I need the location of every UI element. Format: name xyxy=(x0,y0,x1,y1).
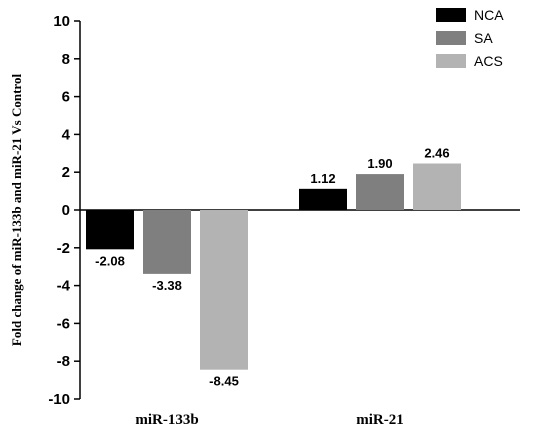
bar-acs-mir-133b xyxy=(200,210,248,370)
data-label-nca-mir-21: 1.12 xyxy=(310,171,335,186)
legend-swatch-sa xyxy=(436,31,466,45)
y-tick-label: 2 xyxy=(62,164,70,181)
bar-sa-mir-21 xyxy=(356,174,404,210)
legend[interactable]: NCA SA ACS xyxy=(436,7,504,69)
y-tick-label: 6 xyxy=(62,89,70,106)
legend-label-acs: ACS xyxy=(474,53,503,69)
y-tick-label: 10 xyxy=(53,13,70,30)
y-tick-label: 0 xyxy=(62,202,70,219)
legend-label-nca: NCA xyxy=(474,7,504,23)
category-label: miR-21 xyxy=(356,412,404,428)
y-tick-label: -10 xyxy=(48,391,70,408)
bar-sa-mir-133b xyxy=(143,210,191,274)
axes: -10 -8 -6 -4 -2 0 2 4 6 8 10 miR-133b miR-21 xyxy=(48,13,520,428)
data-labels: -2.08 1.12 -3.38 1.90 -8.45 2.46 xyxy=(95,146,449,389)
data-label-acs-mir-21: 2.46 xyxy=(424,146,449,161)
y-tick-label: 8 xyxy=(62,51,70,68)
category-label: miR-133b xyxy=(135,412,198,428)
bar-nca-mir-21 xyxy=(299,188,347,210)
legend-swatch-nca xyxy=(436,8,466,22)
bars xyxy=(86,163,461,370)
bar-nca-mir-133b xyxy=(86,210,134,250)
y-tick-label: -4 xyxy=(57,278,71,295)
data-label-acs-mir-133b: -8.45 xyxy=(209,374,239,389)
data-label-sa-mir-133b: -3.38 xyxy=(152,278,182,293)
y-tick-label: 4 xyxy=(62,126,71,143)
bar-acs-mir-21 xyxy=(413,163,461,210)
legend-swatch-acs xyxy=(436,54,466,68)
data-label-sa-mir-21: 1.90 xyxy=(367,156,392,171)
data-label-nca-mir-133b: -2.08 xyxy=(95,253,125,268)
y-tick-label: -2 xyxy=(57,240,70,257)
legend-label-sa: SA xyxy=(474,30,493,46)
y-tick-label: -8 xyxy=(57,353,70,370)
y-tick-label: -6 xyxy=(57,315,70,332)
y-axis-label: Fold change of miR-133b and miR-21 Vs Co… xyxy=(9,74,24,347)
